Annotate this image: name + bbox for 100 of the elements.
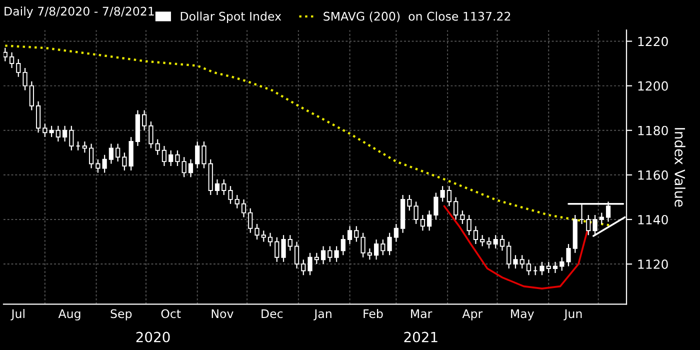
candlestick: [122, 152, 127, 172]
candlestick: [294, 241, 300, 270]
candlestick: [354, 226, 359, 242]
legend-label: Dollar Spot Index: [180, 12, 282, 24]
x-tick-label: Mar: [411, 309, 432, 318]
x-tick-label: May: [511, 309, 534, 320]
candlestick: [374, 238, 379, 260]
candlestick: [340, 234, 346, 256]
candlestick: [234, 194, 240, 209]
candlestick: [367, 248, 372, 260]
candlestick: [36, 100, 41, 134]
candlestick: [414, 201, 418, 224]
candlestick: [427, 210, 432, 232]
x-tick-label: Feb: [364, 309, 383, 318]
candlestick: [108, 143, 114, 164]
candlestick: [288, 234, 292, 252]
candlestick: [281, 234, 286, 262]
candlestick: [301, 259, 306, 276]
x-tick-label: Jul: [10, 309, 24, 320]
candlestick: [4, 47, 8, 62]
candlestick: [520, 254, 524, 270]
candlestick: [56, 125, 60, 142]
y-tick-label: 1140: [638, 214, 668, 224]
candlestick: [9, 52, 14, 69]
candlestick: [42, 123, 48, 138]
candlestick: [314, 252, 319, 265]
candlestick: [82, 140, 87, 154]
candlestick: [466, 214, 472, 236]
candlestick: [228, 186, 233, 204]
x-tick-label: Dec: [262, 309, 283, 318]
candlestick: [214, 178, 220, 196]
candlestick: [473, 226, 478, 245]
candlestick: [347, 226, 352, 245]
candlestick: [454, 196, 458, 220]
candlestick: [446, 186, 452, 207]
candlestick: [175, 150, 180, 167]
candlestick: [188, 158, 194, 178]
candlestick: [407, 194, 412, 212]
candlestick: [434, 192, 438, 220]
x-tick-label: Oct: [161, 309, 181, 318]
candlestick: [513, 254, 518, 270]
candlestick: [380, 238, 386, 256]
candlestick: [526, 259, 532, 276]
candlestick: [202, 140, 206, 169]
candlestick: [566, 243, 571, 267]
candlestick: [16, 58, 21, 78]
candlestick: [268, 232, 273, 247]
candlestick: [420, 214, 426, 232]
candlestick: [328, 246, 332, 262]
text: 2020: [136, 332, 170, 342]
candlestick: [248, 208, 253, 234]
candlestick: [540, 261, 544, 276]
candlestick: [480, 234, 485, 247]
candlestick: [334, 246, 339, 262]
candlestick: [142, 110, 147, 131]
candlestick: [500, 234, 505, 252]
y-axis-title: Index Value: [674, 128, 686, 207]
x-tick-label: Apr: [462, 309, 483, 320]
y-tick-label: 1220: [638, 36, 668, 46]
y-tick-label: 1120: [638, 260, 668, 269]
candlestick: [69, 125, 74, 151]
candlestick: [148, 120, 154, 149]
y-tick-label: 1200: [638, 81, 668, 91]
candlestick: [261, 230, 266, 242]
x-tick-label: Jun: [564, 309, 582, 320]
chart-title: Daily 7/8/2020 - 7/8/2021: [4, 6, 154, 18]
candlestick: [22, 67, 28, 91]
candlestick: [62, 125, 68, 142]
candlestick: [195, 140, 200, 169]
y-tick-label: 1160: [638, 170, 668, 180]
candlestick: [493, 234, 498, 250]
candlestick: [320, 246, 326, 265]
candlestick: [155, 138, 160, 156]
candlestick: [274, 236, 280, 262]
candlestick: [89, 143, 94, 169]
candlestick: [486, 236, 492, 250]
candlestick: [460, 210, 465, 224]
candlestick: [116, 143, 120, 162]
candlestick: [49, 125, 54, 138]
y-tick-label: 1180: [638, 126, 668, 136]
candlestick: [552, 261, 558, 274]
candlestick: [308, 252, 312, 276]
candlestick: [586, 214, 591, 236]
candlestick: [360, 232, 366, 258]
candlestick: [168, 150, 174, 167]
candlestick: [387, 232, 392, 256]
x-tick-label: Nov: [212, 309, 234, 318]
candlestick: [254, 223, 260, 240]
text: 2021: [404, 332, 438, 342]
line-series: [4, 44, 612, 226]
x-tick-label: Jan: [314, 309, 332, 320]
candlestick: [102, 154, 107, 174]
candlestick: [394, 223, 398, 242]
candlestick: [599, 212, 604, 224]
candlestick: [440, 186, 445, 202]
candlestick: [29, 80, 34, 111]
x-tick-label: Sep: [110, 309, 132, 320]
candlestick: [560, 256, 564, 272]
candlestick: [546, 261, 551, 274]
candlestick: [506, 241, 512, 270]
